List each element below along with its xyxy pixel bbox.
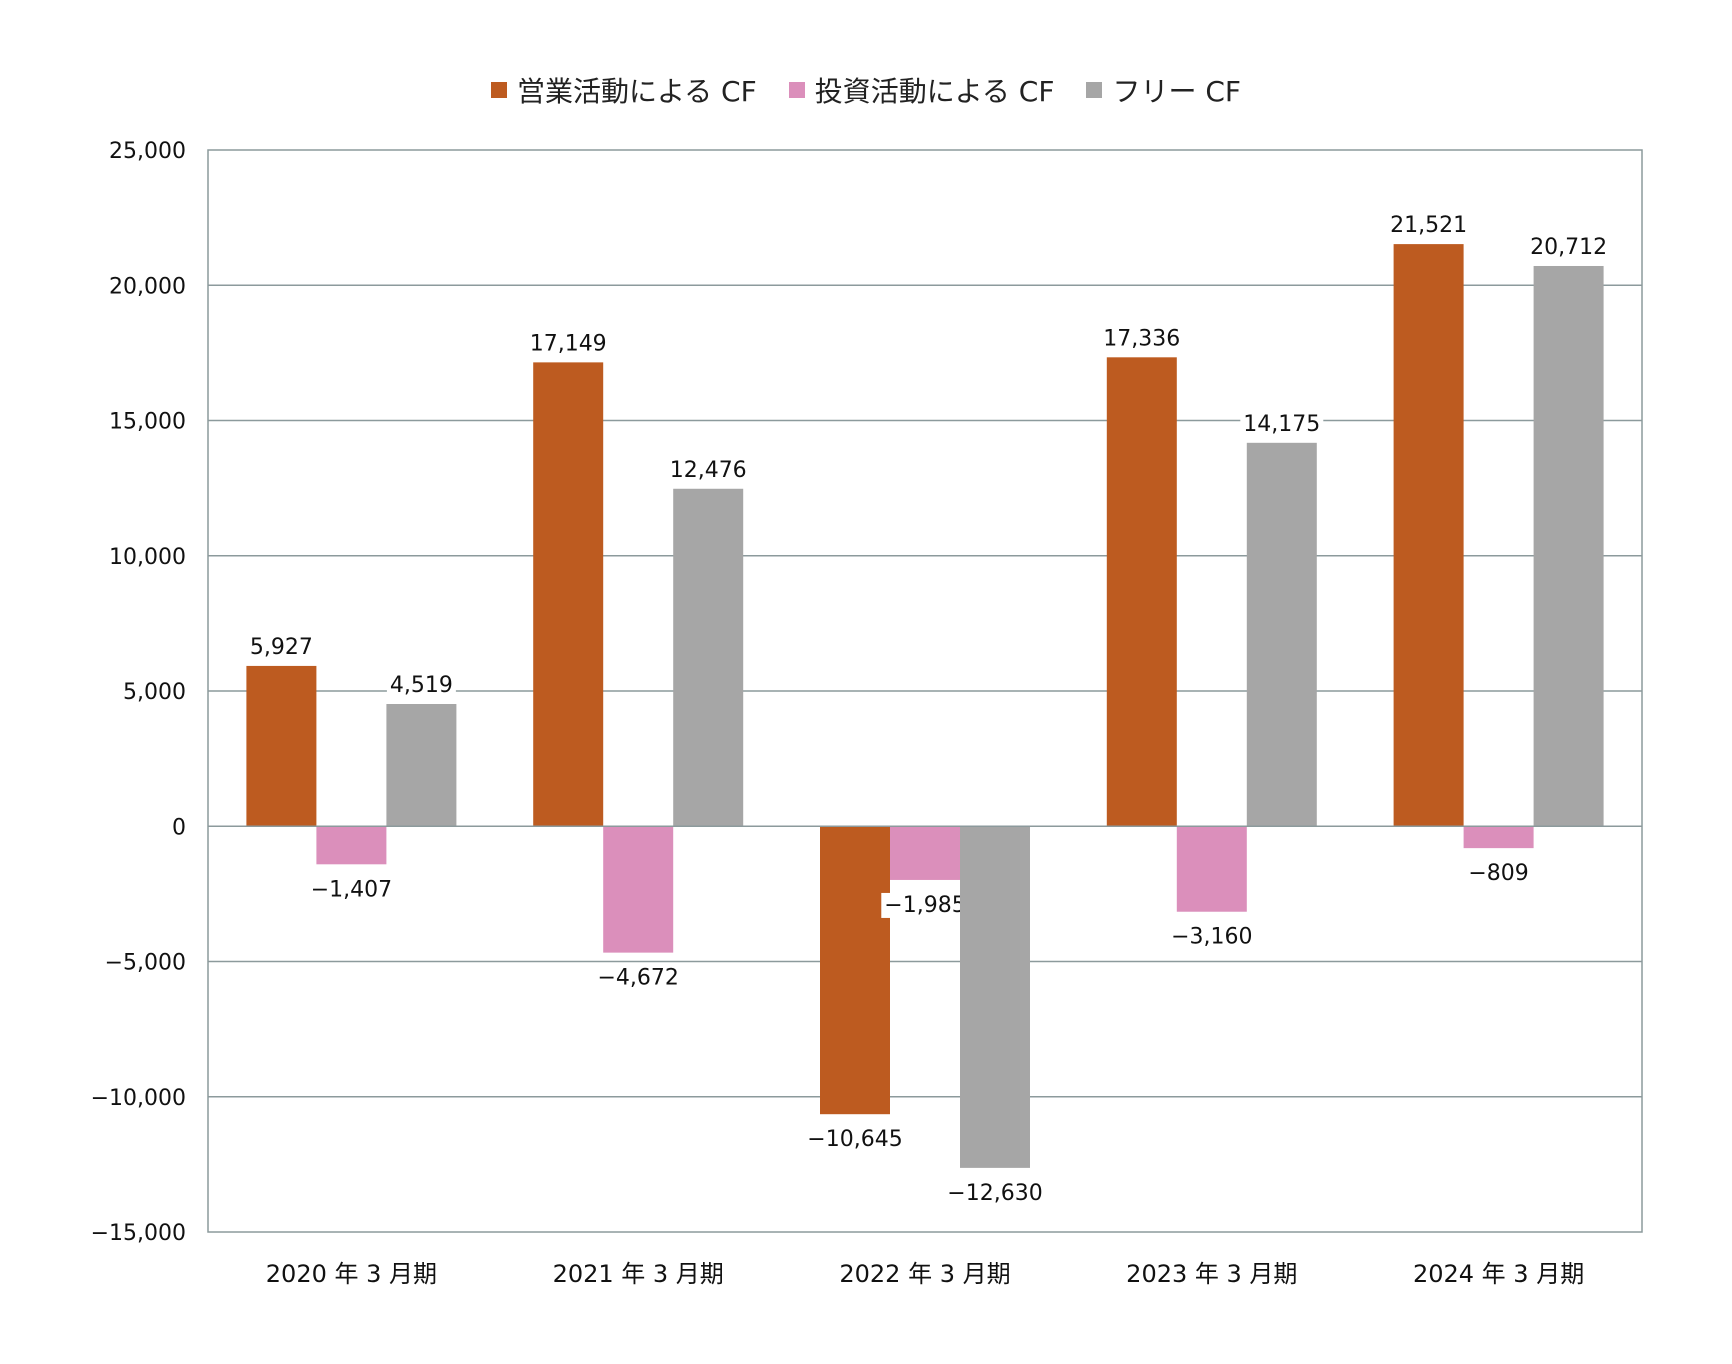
bar-investing-cf [890,826,960,880]
y-tick-label: 25,000 [109,139,186,164]
data-label-background [307,877,396,903]
bar-investing-cf [316,826,387,865]
legend-label-operating-cf: 営業活動による CF [517,75,757,108]
data-label-background [1240,411,1324,437]
bar-operating-cf [246,665,317,827]
y-tick-label: 20,000 [109,274,186,299]
bar-free-cf [1533,265,1604,827]
data-label-background [526,331,610,357]
y-tick-label: −5,000 [105,951,186,976]
data-label-background [944,1180,1046,1206]
data-label-investing-cf: −4,672 [597,966,678,991]
data-label-background [1387,213,1471,239]
bar-free-cf [960,826,1030,1168]
legend-item-investing-cf: 投資活動による CF [788,70,1055,110]
y-tick-label: 10,000 [109,545,186,570]
data-label-free-cf: 20,712 [1530,235,1607,260]
data-label-background [1527,234,1611,260]
data-label-investing-cf: −1,985 [884,893,965,918]
x-category-label: 2022 年 3 月期 [839,1260,1010,1288]
y-tick-label: −10,000 [91,1086,186,1111]
data-label-background [386,673,456,699]
data-label-investing-cf: −1,407 [311,877,392,902]
plot-frame [207,149,1643,1233]
bar-free-cf [673,488,744,827]
y-tick-label: 5,000 [123,680,186,705]
data-label-free-cf: −12,630 [947,1181,1042,1206]
data-label-free-cf: 4,519 [390,673,453,698]
bar-operating-cf [533,362,604,827]
legend-swatch-investing-cf [788,82,805,98]
legend-item-operating-cf: 営業活動による CF [491,70,757,110]
bar-investing-cf [1176,826,1247,912]
data-label-operating-cf: 21,521 [1390,213,1467,238]
bar-free-cf [1246,442,1317,827]
data-label-investing-cf: −3,160 [1171,925,1252,950]
legend-label-free-cf: フリー CF [1112,75,1241,108]
y-tick-label: 0 [172,815,186,840]
y-tick-label: −15,000 [91,1221,186,1246]
legend-swatch-operating-cf [491,82,507,98]
data-label-background [1168,924,1256,950]
y-tick-label: 15,000 [109,410,186,435]
bar-investing-cf [603,826,674,953]
data-label-background [1100,326,1184,352]
data-label-background [881,892,969,918]
data-label-background [1465,861,1532,887]
data-label-operating-cf: 5,927 [250,635,313,660]
x-category-label: 2021 年 3 月期 [553,1260,724,1288]
bar-operating-cf [1393,244,1464,827]
data-label-operating-cf: 17,149 [530,331,607,356]
data-label-background [594,965,682,991]
x-category-label: 2023 年 3 月期 [1126,1260,1297,1288]
legend-swatch-free-cf [1086,82,1103,98]
bar-operating-cf [1106,357,1177,827]
x-category-label: 2024 年 3 月期 [1413,1260,1584,1288]
data-label-operating-cf: −10,645 [807,1127,902,1152]
data-label-background [666,457,750,483]
bar-investing-cf [1463,826,1534,849]
data-label-operating-cf: 17,336 [1103,326,1180,351]
bar-operating-cf [820,826,890,1115]
data-label-free-cf: 12,476 [670,458,747,483]
data-label-background [804,1127,906,1153]
legend-label-investing-cf: 投資活動による CF [814,75,1055,108]
data-label-background [246,634,316,660]
legend-item-free-cf: フリー CF [1086,70,1241,110]
data-label-investing-cf: −809 [1468,861,1528,886]
chart-legend: 営業活動による CF 投資活動による CF フリー CF [0,70,1732,110]
x-category-label: 2020 年 3 月期 [266,1260,437,1288]
bar-free-cf [386,704,457,827]
data-label-free-cf: 14,175 [1243,412,1320,437]
